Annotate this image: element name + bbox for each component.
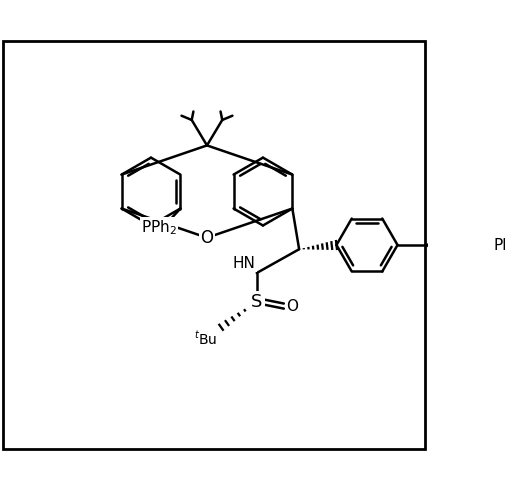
Text: O: O xyxy=(286,298,298,314)
Text: PPh$_2$: PPh$_2$ xyxy=(141,218,177,237)
Text: S: S xyxy=(251,293,263,311)
Text: Ph: Ph xyxy=(493,238,505,252)
Text: HN: HN xyxy=(233,256,256,271)
Text: $^t$Bu: $^t$Bu xyxy=(194,330,218,347)
Text: O: O xyxy=(200,229,214,246)
